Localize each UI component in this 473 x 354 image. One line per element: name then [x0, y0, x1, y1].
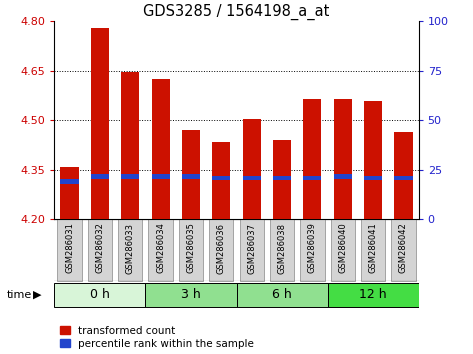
- Text: 12 h: 12 h: [359, 288, 387, 301]
- Bar: [182, 175, 200, 179]
- Bar: [88, 219, 112, 281]
- Text: GSM286039: GSM286039: [308, 223, 317, 273]
- Text: GSM286034: GSM286034: [156, 223, 165, 273]
- Bar: [151, 79, 170, 219]
- Bar: [364, 176, 382, 180]
- Bar: [145, 283, 236, 307]
- Bar: [179, 219, 203, 281]
- Title: GDS3285 / 1564198_a_at: GDS3285 / 1564198_a_at: [143, 4, 330, 20]
- Bar: [151, 175, 170, 179]
- Bar: [57, 219, 82, 281]
- Bar: [331, 219, 355, 281]
- Bar: [121, 175, 140, 179]
- Text: GSM286031: GSM286031: [65, 223, 74, 273]
- Bar: [212, 142, 230, 219]
- Bar: [239, 219, 264, 281]
- Text: ▶: ▶: [33, 290, 42, 300]
- Bar: [300, 219, 324, 281]
- Bar: [273, 176, 291, 180]
- Bar: [303, 99, 322, 219]
- Bar: [394, 132, 412, 219]
- Bar: [394, 176, 412, 180]
- Bar: [361, 219, 385, 281]
- Bar: [333, 99, 352, 219]
- Bar: [61, 167, 79, 219]
- Bar: [391, 219, 416, 281]
- Bar: [149, 219, 173, 281]
- Bar: [54, 283, 146, 307]
- Text: 3 h: 3 h: [181, 288, 201, 301]
- Bar: [121, 73, 140, 219]
- Bar: [209, 219, 234, 281]
- Text: 6 h: 6 h: [272, 288, 292, 301]
- Text: GSM286041: GSM286041: [368, 223, 377, 273]
- Text: GSM286038: GSM286038: [278, 223, 287, 274]
- Bar: [303, 176, 322, 180]
- Text: time: time: [7, 290, 32, 300]
- Text: GSM286040: GSM286040: [338, 223, 347, 273]
- Bar: [118, 219, 142, 281]
- Bar: [364, 101, 382, 219]
- Bar: [61, 179, 79, 184]
- Bar: [273, 140, 291, 219]
- Bar: [212, 176, 230, 180]
- Text: GSM286037: GSM286037: [247, 223, 256, 274]
- Bar: [270, 219, 294, 281]
- Legend: transformed count, percentile rank within the sample: transformed count, percentile rank withi…: [60, 326, 254, 349]
- Bar: [182, 130, 200, 219]
- Text: GSM286036: GSM286036: [217, 223, 226, 274]
- Bar: [333, 175, 352, 179]
- Text: GSM286035: GSM286035: [186, 223, 195, 273]
- Text: 0 h: 0 h: [90, 288, 110, 301]
- Text: GSM286033: GSM286033: [126, 223, 135, 274]
- Bar: [91, 28, 109, 219]
- Bar: [236, 283, 327, 307]
- Text: GSM286042: GSM286042: [399, 223, 408, 273]
- Bar: [243, 119, 261, 219]
- Bar: [327, 283, 419, 307]
- Text: GSM286032: GSM286032: [96, 223, 105, 273]
- Bar: [91, 175, 109, 179]
- Bar: [243, 176, 261, 180]
